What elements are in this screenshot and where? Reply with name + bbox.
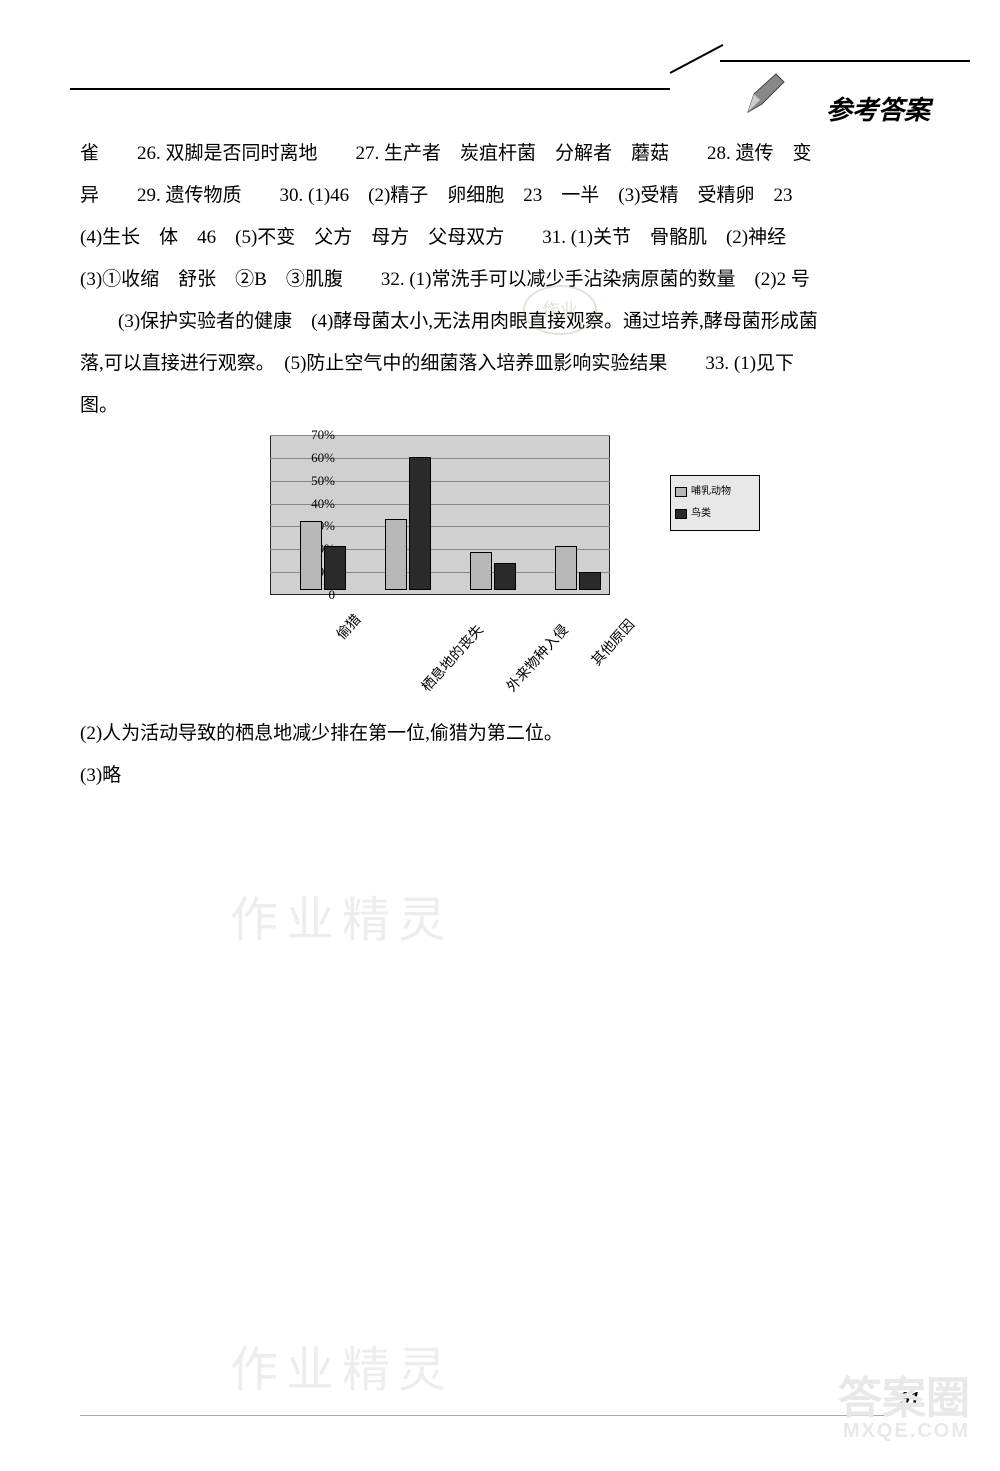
y-axis-label: 40% (311, 491, 335, 517)
answer-line: (4)生长 体 46 (5)不变 父方 母方 父母双方 31. (1)关节 骨骼… (80, 219, 920, 257)
pencil-icon (740, 70, 790, 120)
answer-line: 落,可以直接进行观察。 (5)防止空气中的细菌落入培养皿影响实验结果 33. (… (80, 345, 920, 383)
answer-line: (3)保护实验者的健康 (4)酵母菌太小,无法用肉眼直接观察。通过培养,酵母菌形… (80, 303, 920, 341)
watermark-text: 作业精灵 (230, 880, 454, 950)
brand-watermark: 答案圈 MXQE.COM (838, 1377, 970, 1441)
answer-line: 图。 (80, 387, 920, 425)
footer-rule (80, 1415, 890, 1416)
y-axis-label: 60% (311, 445, 335, 471)
answer-line: 异 29. 遗传物质 30. (1)46 (2)精子 卵细胞 23 一半 (3)… (80, 177, 920, 215)
answer-line: (3)①收缩 舒张 ②B ③肌腹 32. (1)常洗手可以减少手沾染病原菌的数量… (80, 261, 920, 299)
chart-legend: 哺乳动物 鸟类 (670, 475, 760, 531)
y-axis-label: 70% (311, 422, 335, 448)
chart-bar (470, 552, 492, 590)
legend-item: 哺乳动物 (675, 482, 755, 502)
chart-bar (324, 546, 346, 590)
watermark-text: 作业精灵 (230, 1330, 454, 1400)
header-rule-diag (670, 44, 724, 74)
answer-line: 雀 26. 双脚是否同时离地 27. 生产者 炭疽杆菌 分解者 蘑菇 28. 遗… (80, 135, 920, 173)
chart-plot-area: 010%20%30%40%50%60%70%偷猎栖息地的丧失外来物种入侵其他原因… (270, 435, 680, 595)
bar-chart: 010%20%30%40%50%60%70%偷猎栖息地的丧失外来物种入侵其他原因… (220, 435, 760, 705)
header-rule-2 (720, 60, 970, 62)
chart-bar (385, 519, 407, 590)
answer-line: (2)人为活动导致的栖息地减少排在第一位,偷猎为第二位。 (80, 715, 920, 753)
brand-text-1: 答案圈 (838, 1377, 970, 1421)
legend-swatch (675, 509, 687, 519)
chart-bar (409, 457, 431, 590)
seal-text: 作业 (542, 300, 578, 320)
legend-swatch (675, 487, 687, 497)
seal-stamp-icon: 作业 (520, 280, 600, 340)
answer-line: (3)略 (80, 757, 920, 795)
page-header: 参考答案 (70, 50, 950, 110)
chart-bar (579, 572, 601, 590)
brand-text-2: MXQE.COM (838, 1421, 970, 1441)
y-axis-label: 50% (311, 468, 335, 494)
legend-label: 鸟类 (691, 504, 711, 524)
answer-content: 雀 26. 双脚是否同时离地 27. 生产者 炭疽杆菌 分解者 蘑菇 28. 遗… (80, 135, 920, 799)
chart-bar (300, 521, 322, 590)
header-rule-1 (70, 88, 670, 90)
chart-bar (494, 563, 516, 590)
legend-item: 鸟类 (675, 504, 755, 524)
legend-label: 哺乳动物 (691, 482, 731, 502)
chart-bar (555, 546, 577, 590)
header-title: 参考答案 (826, 90, 930, 127)
